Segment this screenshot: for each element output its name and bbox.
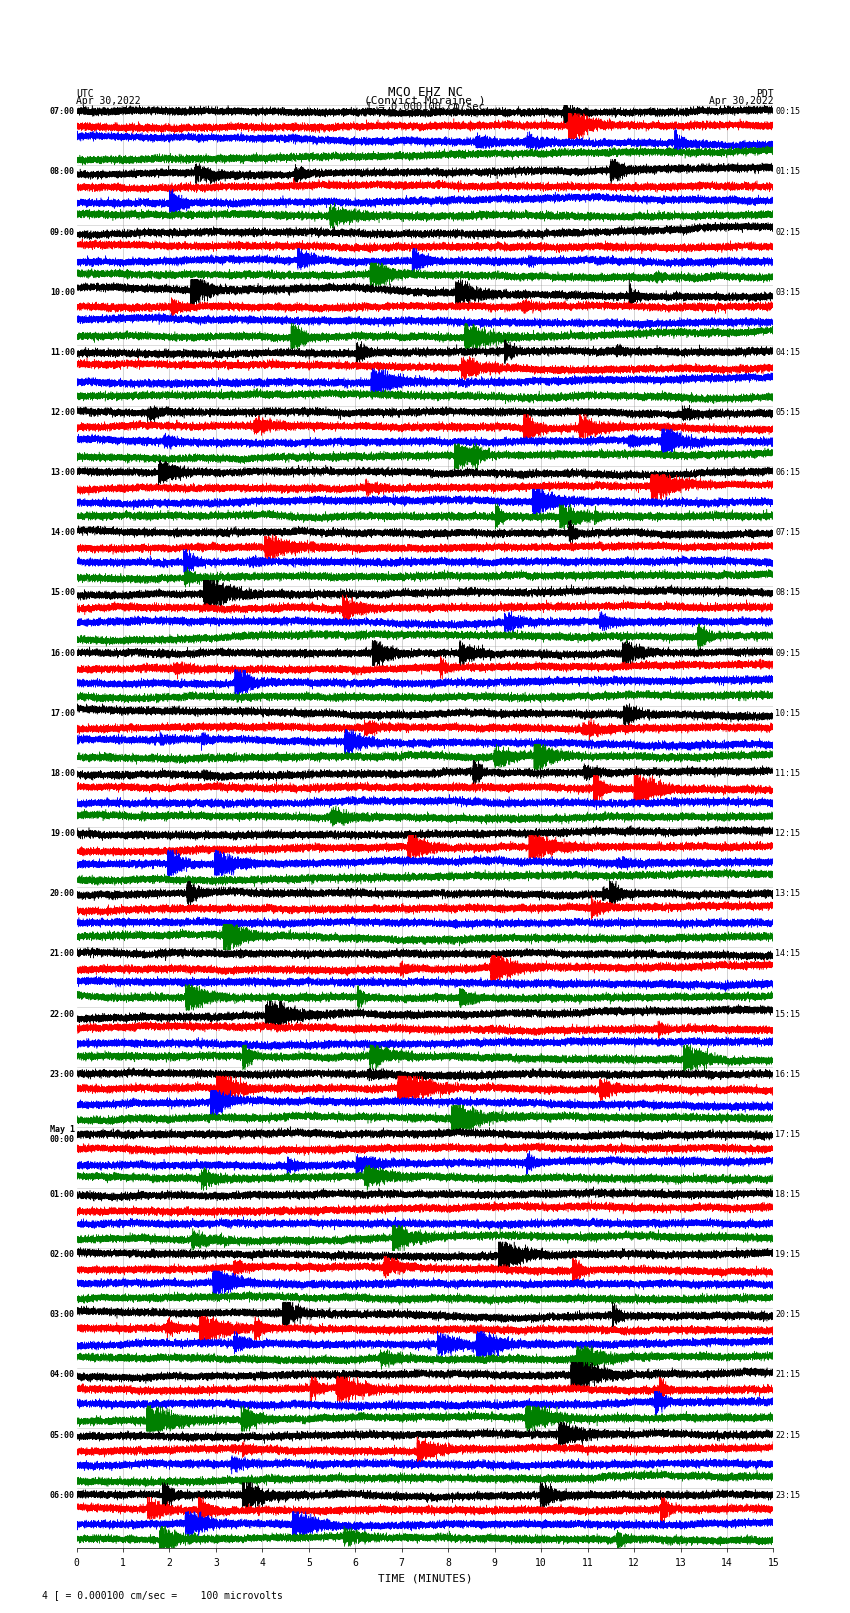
Text: 19:15: 19:15 [775, 1250, 800, 1260]
Text: 11:00: 11:00 [50, 348, 75, 356]
Text: 04:15: 04:15 [775, 348, 800, 356]
Text: 10:15: 10:15 [775, 708, 800, 718]
Text: Apr 30,2022: Apr 30,2022 [709, 95, 774, 106]
Text: 22:00: 22:00 [50, 1010, 75, 1018]
Text: 10:00: 10:00 [50, 287, 75, 297]
Text: 17:15: 17:15 [775, 1129, 800, 1139]
Text: 00:15: 00:15 [775, 106, 800, 116]
Text: MCO EHZ NC: MCO EHZ NC [388, 85, 462, 100]
Text: PDT: PDT [756, 89, 774, 100]
Text: 03:15: 03:15 [775, 287, 800, 297]
Text: 19:00: 19:00 [50, 829, 75, 839]
Text: 17:00: 17:00 [50, 708, 75, 718]
Text: 06:15: 06:15 [775, 468, 800, 477]
Text: 15:15: 15:15 [775, 1010, 800, 1018]
Text: (Convict Moraine ): (Convict Moraine ) [365, 95, 485, 106]
Text: 16:15: 16:15 [775, 1069, 800, 1079]
Text: I = 0.000100 cm/sec: I = 0.000100 cm/sec [366, 102, 484, 113]
Text: May 1
00:00: May 1 00:00 [50, 1124, 75, 1144]
Text: 23:15: 23:15 [775, 1490, 800, 1500]
Text: 08:00: 08:00 [50, 168, 75, 176]
Text: 18:00: 18:00 [50, 769, 75, 777]
X-axis label: TIME (MINUTES): TIME (MINUTES) [377, 1573, 473, 1582]
Text: 21:15: 21:15 [775, 1371, 800, 1379]
Text: 12:00: 12:00 [50, 408, 75, 418]
Text: 4 [ = 0.000100 cm/sec =    100 microvolts: 4 [ = 0.000100 cm/sec = 100 microvolts [42, 1590, 283, 1600]
Text: 06:00: 06:00 [50, 1490, 75, 1500]
Text: 07:00: 07:00 [50, 106, 75, 116]
Text: 02:00: 02:00 [50, 1250, 75, 1260]
Text: 20:00: 20:00 [50, 889, 75, 898]
Text: 03:00: 03:00 [50, 1310, 75, 1319]
Text: 02:15: 02:15 [775, 227, 800, 237]
Text: 01:15: 01:15 [775, 168, 800, 176]
Text: UTC: UTC [76, 89, 94, 100]
Text: 07:15: 07:15 [775, 529, 800, 537]
Text: 15:00: 15:00 [50, 589, 75, 597]
Text: 11:15: 11:15 [775, 769, 800, 777]
Text: 18:15: 18:15 [775, 1190, 800, 1198]
Text: 23:00: 23:00 [50, 1069, 75, 1079]
Text: 04:00: 04:00 [50, 1371, 75, 1379]
Text: 21:00: 21:00 [50, 950, 75, 958]
Text: 20:15: 20:15 [775, 1310, 800, 1319]
Text: 08:15: 08:15 [775, 589, 800, 597]
Text: 14:00: 14:00 [50, 529, 75, 537]
Text: 16:00: 16:00 [50, 648, 75, 658]
Text: 22:15: 22:15 [775, 1431, 800, 1439]
Text: 14:15: 14:15 [775, 950, 800, 958]
Text: Apr 30,2022: Apr 30,2022 [76, 95, 141, 106]
Text: 13:15: 13:15 [775, 889, 800, 898]
Text: 13:00: 13:00 [50, 468, 75, 477]
Text: 09:15: 09:15 [775, 648, 800, 658]
Text: 05:00: 05:00 [50, 1431, 75, 1439]
Text: 12:15: 12:15 [775, 829, 800, 839]
Text: 09:00: 09:00 [50, 227, 75, 237]
Text: 05:15: 05:15 [775, 408, 800, 418]
Text: 01:00: 01:00 [50, 1190, 75, 1198]
